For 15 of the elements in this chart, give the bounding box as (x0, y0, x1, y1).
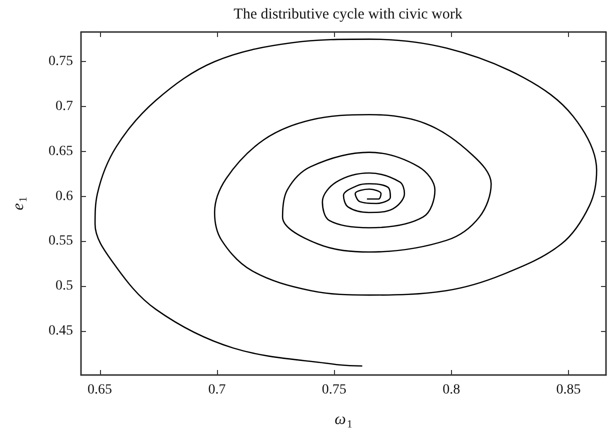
y-tick-label: 0.45 (48, 324, 73, 339)
x-tick-label: 0.8 (442, 382, 460, 398)
chart-title: The distributive cycle with civic work (234, 6, 463, 22)
x-tick-label: 0.75 (322, 382, 346, 398)
y-tick-label: 0.6 (56, 188, 73, 204)
y-tick-label: 0.5 (56, 278, 73, 294)
y-tick-label: 0.7 (56, 99, 73, 114)
line-series (94, 38, 598, 367)
y-tick-label: 0.55 (48, 234, 73, 249)
x-tick-label: 0.65 (88, 382, 112, 398)
x-tick-label: 0.7 (208, 382, 226, 398)
y-tick-label: 0.65 (48, 144, 73, 159)
x-tick-label: 0.85 (556, 382, 581, 398)
y-tick-label: 0.75 (48, 54, 73, 70)
y-axis-title: e1 (10, 196, 30, 210)
